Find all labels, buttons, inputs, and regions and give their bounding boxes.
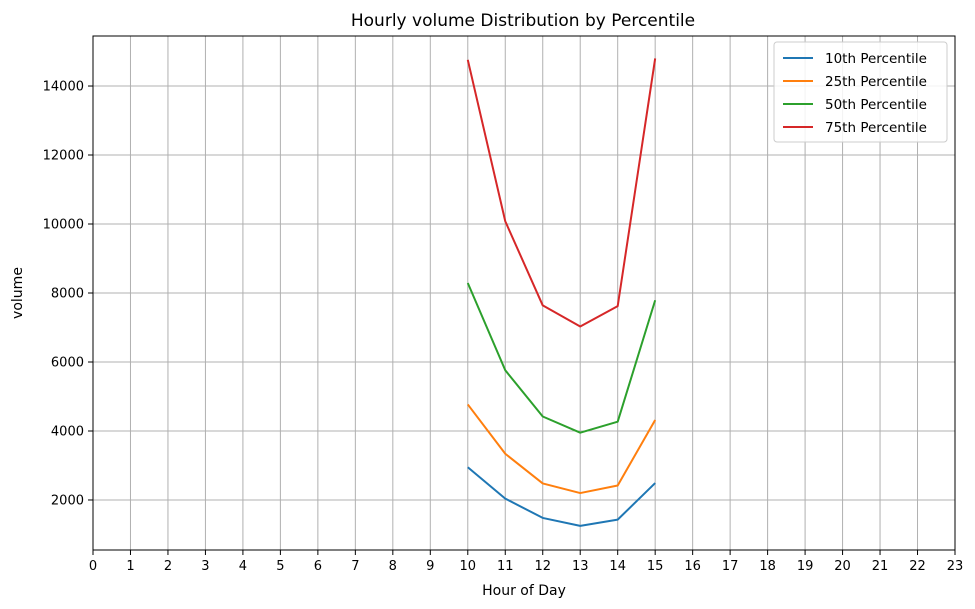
- x-axis-label: Hour of Day: [482, 583, 566, 599]
- y-tick-label: 8000: [51, 287, 84, 302]
- y-tick-label: 4000: [51, 424, 84, 439]
- x-tick-label: 11: [497, 559, 514, 574]
- y-tick-label: 6000: [51, 355, 84, 370]
- series-lines: [466, 58, 657, 527]
- x-tick-label: 18: [759, 559, 776, 574]
- legend-label: 75th Percentile: [825, 120, 927, 136]
- x-tick-label: 3: [201, 559, 209, 574]
- x-tick-label: 6: [314, 559, 322, 574]
- y-tick-label: 12000: [43, 149, 84, 164]
- x-tick-label: 14: [609, 559, 626, 574]
- x-tick-label: 1: [126, 559, 134, 574]
- x-tick-label: 0: [89, 559, 97, 574]
- legend-label: 25th Percentile: [825, 74, 927, 90]
- x-tick-label: 20: [834, 559, 851, 574]
- y-tick-label: 2000: [51, 493, 84, 508]
- legend: 10th Percentile 25th Percentile 50th Perce…: [773, 41, 948, 143]
- legend-label: 50th Percentile: [825, 97, 927, 113]
- x-tick-label: 10: [460, 559, 477, 574]
- x-axis-ticks: 0 1 2 3 4 5 6 7 8 9 10 11 12 13 14 15 16 17 18 19 20 21 22 23: [89, 550, 963, 574]
- series-line-3: [466, 282, 657, 434]
- x-tick-label: 8: [389, 559, 397, 574]
- x-tick-label: 22: [909, 559, 926, 574]
- x-tick-label: 12: [534, 559, 551, 574]
- x-tick-label: 5: [276, 559, 284, 574]
- x-tick-label: 9: [426, 559, 434, 574]
- x-tick-label: 7: [351, 559, 359, 574]
- x-tick-label: 2: [164, 559, 172, 574]
- y-tick-label: 14000: [43, 80, 84, 95]
- series-line-2: [466, 403, 657, 495]
- x-tick-label: 19: [797, 559, 814, 574]
- y-axis-label: volume: [10, 267, 26, 319]
- x-tick-label: 23: [947, 559, 964, 574]
- x-tick-label: 13: [572, 559, 589, 574]
- legend-frame: [773, 41, 948, 143]
- y-tick-label: 10000: [43, 218, 84, 233]
- x-tick-label: 21: [872, 559, 889, 574]
- grid-lines: [92, 36, 956, 550]
- series-line-1: [467, 466, 656, 527]
- series-line-4: [466, 58, 657, 328]
- x-tick-label: 16: [684, 559, 701, 574]
- x-tick-label: 17: [722, 559, 739, 574]
- legend-label: 10th Percentile: [825, 51, 927, 67]
- x-tick-label: 15: [647, 559, 664, 574]
- y-axis-ticks: 2000 4000 6000 8000 10000 12000 14000: [43, 80, 93, 508]
- x-tick-label: 4: [239, 559, 247, 574]
- chart-title: Hourly volume Distribution by Percentile: [351, 11, 695, 31]
